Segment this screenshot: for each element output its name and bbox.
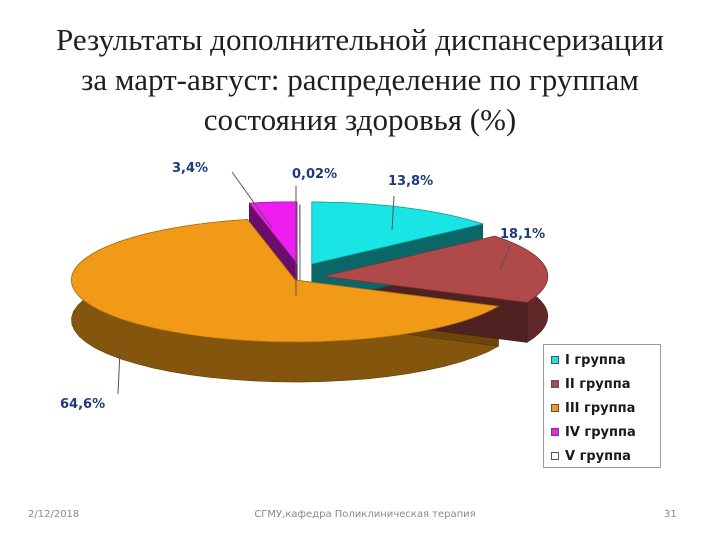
leader-line-3: [231, 171, 273, 229]
slice-ii-группа: [323, 235, 549, 303]
title-line-3: состояния здоровья (%): [203, 102, 517, 137]
legend-item-0: I группа: [551, 348, 660, 372]
slice-iii-группа: [70, 219, 500, 343]
legend-label-2: III группа: [565, 400, 636, 416]
legend-label-1: II группа: [565, 376, 631, 392]
legend-swatch-4: [551, 452, 559, 460]
data-label-3: 3,4%: [172, 161, 208, 176]
data-label-2: 64,6%: [60, 397, 105, 412]
footer-department: СГМУ,кафедра Поликлиническая терапия: [254, 509, 476, 520]
legend-swatch-2: [551, 404, 559, 412]
slice-iv-группа: [248, 201, 298, 265]
data-label-1: 18,1%: [500, 227, 545, 242]
chart-legend: I группа II группа III группа IV группа V гр…: [543, 344, 661, 468]
title-line-2: за март-август: распределение по группам: [81, 62, 639, 97]
legend-label-3: IV группа: [565, 424, 636, 440]
leader-line-0: [391, 195, 395, 231]
slice-i-группа: [311, 201, 485, 265]
data-label-4: 0,02%: [292, 167, 337, 182]
legend-label-4: V группа: [565, 448, 631, 464]
legend-item-3: IV группа: [551, 420, 660, 444]
footer-date: 2/12/2018: [28, 509, 80, 520]
legend-item-4: V группа: [551, 444, 660, 468]
legend-label-0: I группа: [565, 352, 626, 368]
legend-item-2: III группа: [551, 396, 660, 420]
data-label-0: 13,8%: [388, 174, 433, 189]
legend-swatch-1: [551, 380, 559, 388]
legend-swatch-3: [551, 428, 559, 436]
title-line-1: Результаты дополнительной диспансеризаци…: [56, 22, 664, 57]
slide-title: Результаты дополнительной диспансеризаци…: [20, 20, 700, 140]
legend-item-1: II группа: [551, 372, 660, 396]
legend-swatch-0: [551, 356, 559, 364]
leader-line-2: [117, 349, 121, 395]
leader-line-1: [499, 245, 511, 271]
footer-page-number: 31: [664, 509, 677, 520]
